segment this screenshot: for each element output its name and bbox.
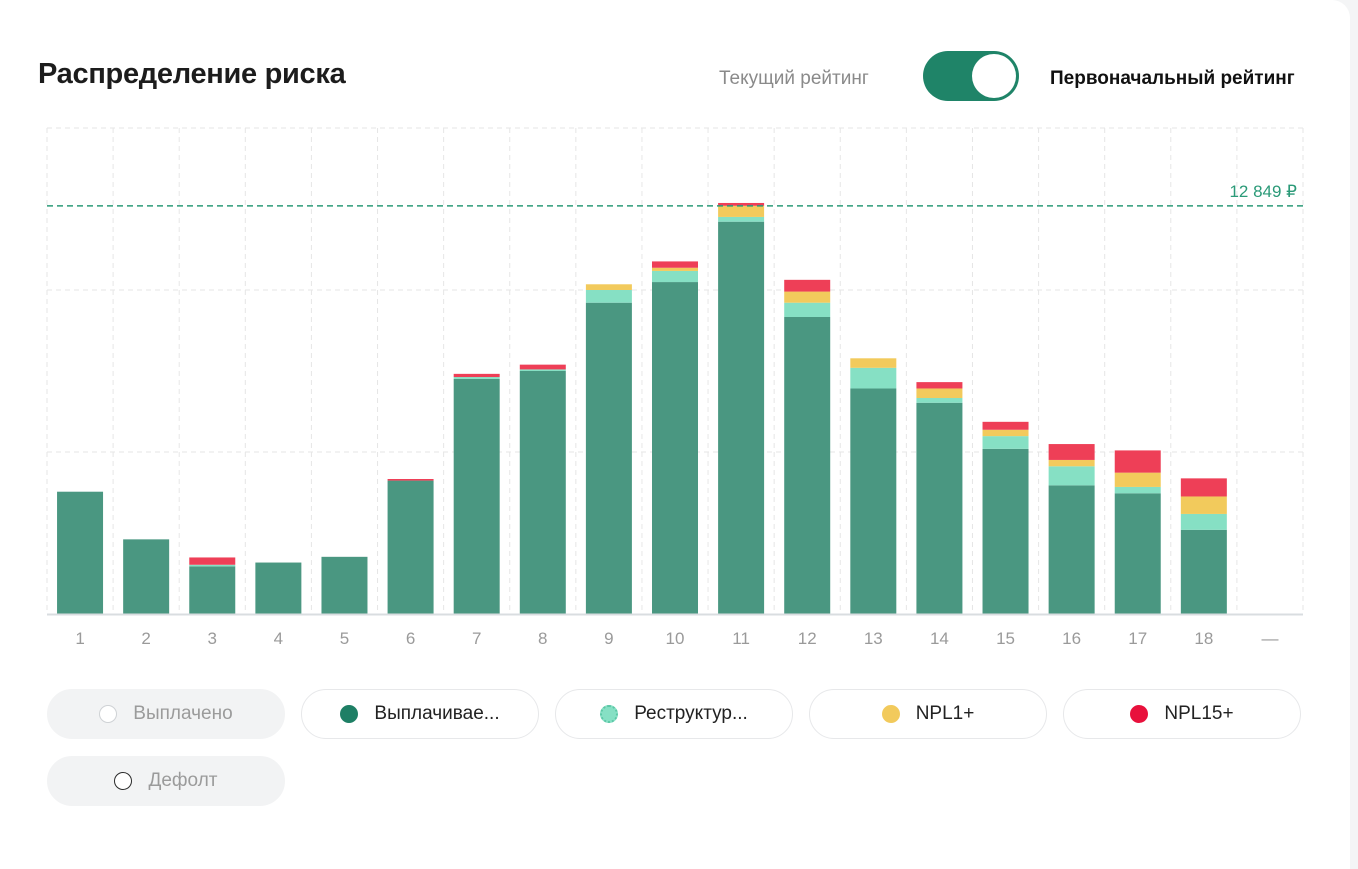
- rating-toggle[interactable]: [923, 51, 1019, 101]
- legend-chip-default[interactable]: Дефолт: [47, 756, 285, 806]
- bar-segment-paying-10: [652, 282, 698, 614]
- x-tick-label: 12: [798, 629, 817, 648]
- bar-segment-restructured-8: [519, 369, 566, 371]
- x-tick-label: 17: [1128, 629, 1147, 648]
- bar-segment-npl1-18: [1180, 496, 1227, 514]
- bar-segment-paying-1: [57, 491, 104, 614]
- toggle-knob[interactable]: [972, 54, 1016, 98]
- legend-label: NPL15+: [1164, 703, 1234, 724]
- bar-segment-paying-8: [519, 371, 566, 614]
- bar-segment-npl15-15: [982, 421, 1029, 430]
- bar-segment-paying-3: [189, 566, 236, 614]
- legend-chip-restructured[interactable]: Реструктур...: [555, 689, 793, 739]
- x-tick-label: 5: [340, 629, 349, 648]
- bar-segment-npl15-16: [1048, 444, 1095, 460]
- bar-segment-restructured-10: [652, 270, 698, 283]
- x-tick-label: 18: [1194, 629, 1213, 648]
- bar-segment-paying-12: [784, 317, 831, 614]
- x-tick-label: 15: [996, 629, 1015, 648]
- x-tick-label: 7: [472, 629, 481, 648]
- legend-dot-icon: [99, 705, 118, 723]
- bar-segment-paying-5: [321, 556, 368, 614]
- bar-segment-npl15-12: [784, 279, 831, 292]
- bar-segment-restructured-9: [585, 290, 632, 303]
- legend-label: NPL1+: [915, 703, 975, 724]
- legend-dot-icon: [881, 705, 900, 723]
- x-tick-label: 6: [406, 629, 415, 648]
- legend-dot-icon: [600, 705, 619, 723]
- bar-segment-paying-17: [1114, 493, 1161, 614]
- current-rating-label[interactable]: Текущий рейтинг: [719, 68, 869, 89]
- bar-segment-paying-14: [916, 402, 963, 614]
- bar-segment-npl1-17: [1114, 472, 1161, 487]
- x-tick-label: 11: [732, 629, 750, 648]
- bar-segment-npl15-7: [453, 373, 500, 378]
- bar-segment-npl1-16: [1048, 459, 1095, 467]
- bar-segment-restructured-3: [189, 564, 236, 567]
- rating-switch: Текущий рейтинг Первоначальный рейтинг: [700, 48, 1320, 104]
- x-tick-label: 10: [666, 629, 685, 648]
- legend-chip-npl1[interactable]: NPL1+: [809, 689, 1047, 739]
- bar-segment-npl15-10: [652, 261, 698, 268]
- bar-segment-npl15-11: [718, 202, 765, 206]
- legend-label: Выплачивае...: [374, 703, 500, 724]
- bar-segment-restructured-13: [850, 367, 897, 389]
- bar-segment-paying-13: [850, 388, 897, 614]
- risk-bar-chart: 1 2 3 4 5 6 7 8 9 10 11 12 13 14 15 16 17 18 —12 849 ₽: [46, 127, 1304, 648]
- x-tick-label: 8: [538, 629, 547, 648]
- x-tick-label: 13: [864, 629, 883, 648]
- legend-label: Реструктур...: [634, 703, 748, 724]
- x-tick-label: 2: [141, 629, 150, 648]
- bar-segment-paying-2: [123, 539, 170, 614]
- x-tick-label: —: [1261, 629, 1278, 648]
- bar-segment-paying-6: [387, 480, 434, 614]
- legend-dot-icon: [340, 705, 359, 723]
- bar-segment-paying-9: [585, 302, 632, 614]
- bar-segment-restructured-7: [453, 377, 500, 379]
- reference-line-label: 12 849 ₽: [1229, 182, 1297, 201]
- bar-segment-paying-15: [982, 448, 1029, 614]
- legend-dot-icon: [1130, 705, 1149, 723]
- bar-segment-npl15-17: [1114, 450, 1161, 473]
- bar-segment-restructured-14: [916, 398, 963, 403]
- bar-segment-paying-18: [1180, 529, 1227, 614]
- bar-segment-restructured-18: [1180, 513, 1227, 530]
- bar-segment-npl1-15: [982, 429, 1029, 437]
- x-tick-label: 3: [208, 629, 217, 648]
- x-tick-label: 16: [1062, 629, 1081, 648]
- x-tick-label: 1: [75, 629, 84, 648]
- legend-chip-paying[interactable]: Выплачивае...: [301, 689, 539, 739]
- bar-segment-npl15-18: [1180, 478, 1227, 497]
- legend-chip-paid[interactable]: Выплачено: [47, 689, 285, 739]
- bar-segment-npl15-3: [189, 557, 236, 565]
- bar-segment-restructured-17: [1114, 486, 1161, 494]
- bar-segment-restructured-15: [982, 436, 1029, 449]
- bar-segment-npl1-10: [652, 267, 698, 271]
- bar-segment-npl15-8: [519, 364, 566, 370]
- bar-segment-paying-11: [718, 221, 765, 615]
- bar-segment-restructured-16: [1048, 466, 1095, 486]
- bar-segment-npl15-14: [916, 382, 963, 389]
- bar-segment-npl1-12: [784, 291, 831, 303]
- bar-segment-paying-16: [1048, 485, 1095, 614]
- x-tick-label: 4: [274, 629, 283, 648]
- legend-chip-npl15[interactable]: NPL15+: [1063, 689, 1301, 739]
- legend-label: Выплачено: [133, 703, 233, 724]
- bar-segment-npl15-6: [387, 479, 434, 481]
- bar-segment-npl1-9: [585, 284, 632, 290]
- x-tick-label: 14: [930, 629, 949, 648]
- x-tick-label: 9: [604, 629, 613, 648]
- bar-segment-paying-7: [453, 378, 500, 614]
- bar-segment-paying-4: [255, 562, 302, 614]
- bar-segment-npl1-11: [718, 205, 765, 217]
- bar-segment-restructured-11: [718, 216, 765, 222]
- page-title: Распределение риска: [38, 58, 346, 90]
- initial-rating-label[interactable]: Первоначальный рейтинг: [1050, 68, 1295, 89]
- bar-segment-npl1-13: [850, 358, 897, 368]
- bar-segment-restructured-12: [784, 302, 831, 317]
- legend-dot-icon: [114, 772, 133, 790]
- legend-label: Дефолт: [148, 770, 218, 791]
- bar-segment-npl1-14: [916, 388, 963, 398]
